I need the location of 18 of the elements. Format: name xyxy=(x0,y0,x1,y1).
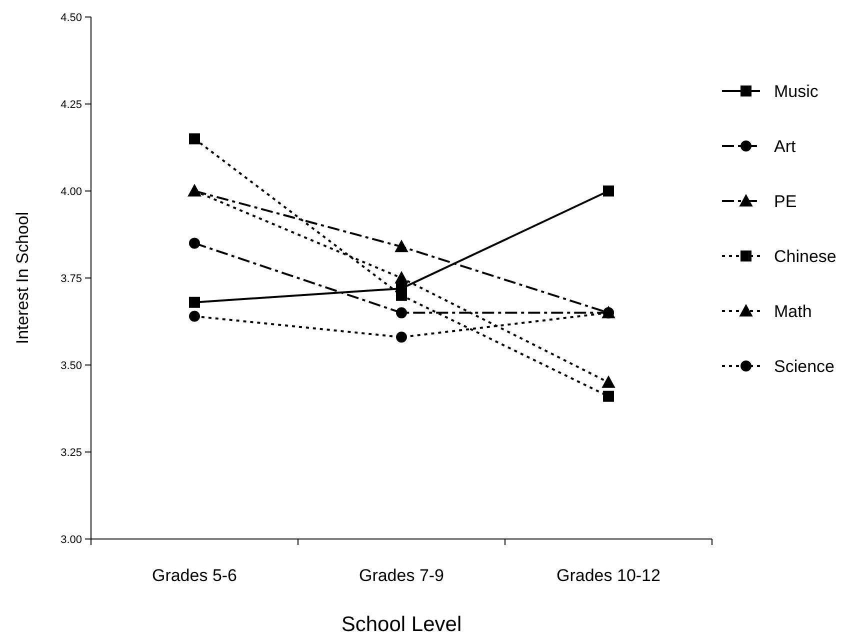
legend-label: Art xyxy=(774,136,796,156)
legend-label: Math xyxy=(774,302,812,321)
y-tick-label: 3.50 xyxy=(60,360,82,372)
y-tick-label: 4.00 xyxy=(60,186,82,198)
y-tick-label: 3.00 xyxy=(60,534,82,546)
y-tick-label: 4.25 xyxy=(60,98,82,111)
legend-label: PE xyxy=(774,192,797,211)
x-tick-label: Grades 5-6 xyxy=(152,566,238,585)
y-tick-label: 3.25 xyxy=(60,446,82,459)
y-tick-label: 4.50 xyxy=(60,12,82,24)
x-tick-label: Grades 7-9 xyxy=(358,566,444,585)
y-tick-label: 3.75 xyxy=(60,272,82,285)
legend-label: Chinese xyxy=(774,246,836,266)
legend-label: Music xyxy=(774,82,819,101)
x-axis-title: School Level xyxy=(341,613,462,636)
y-axis-title: Interest In School xyxy=(13,212,32,344)
x-tick-label: Grades 10-12 xyxy=(556,566,660,585)
legend-label: Science xyxy=(774,356,834,376)
